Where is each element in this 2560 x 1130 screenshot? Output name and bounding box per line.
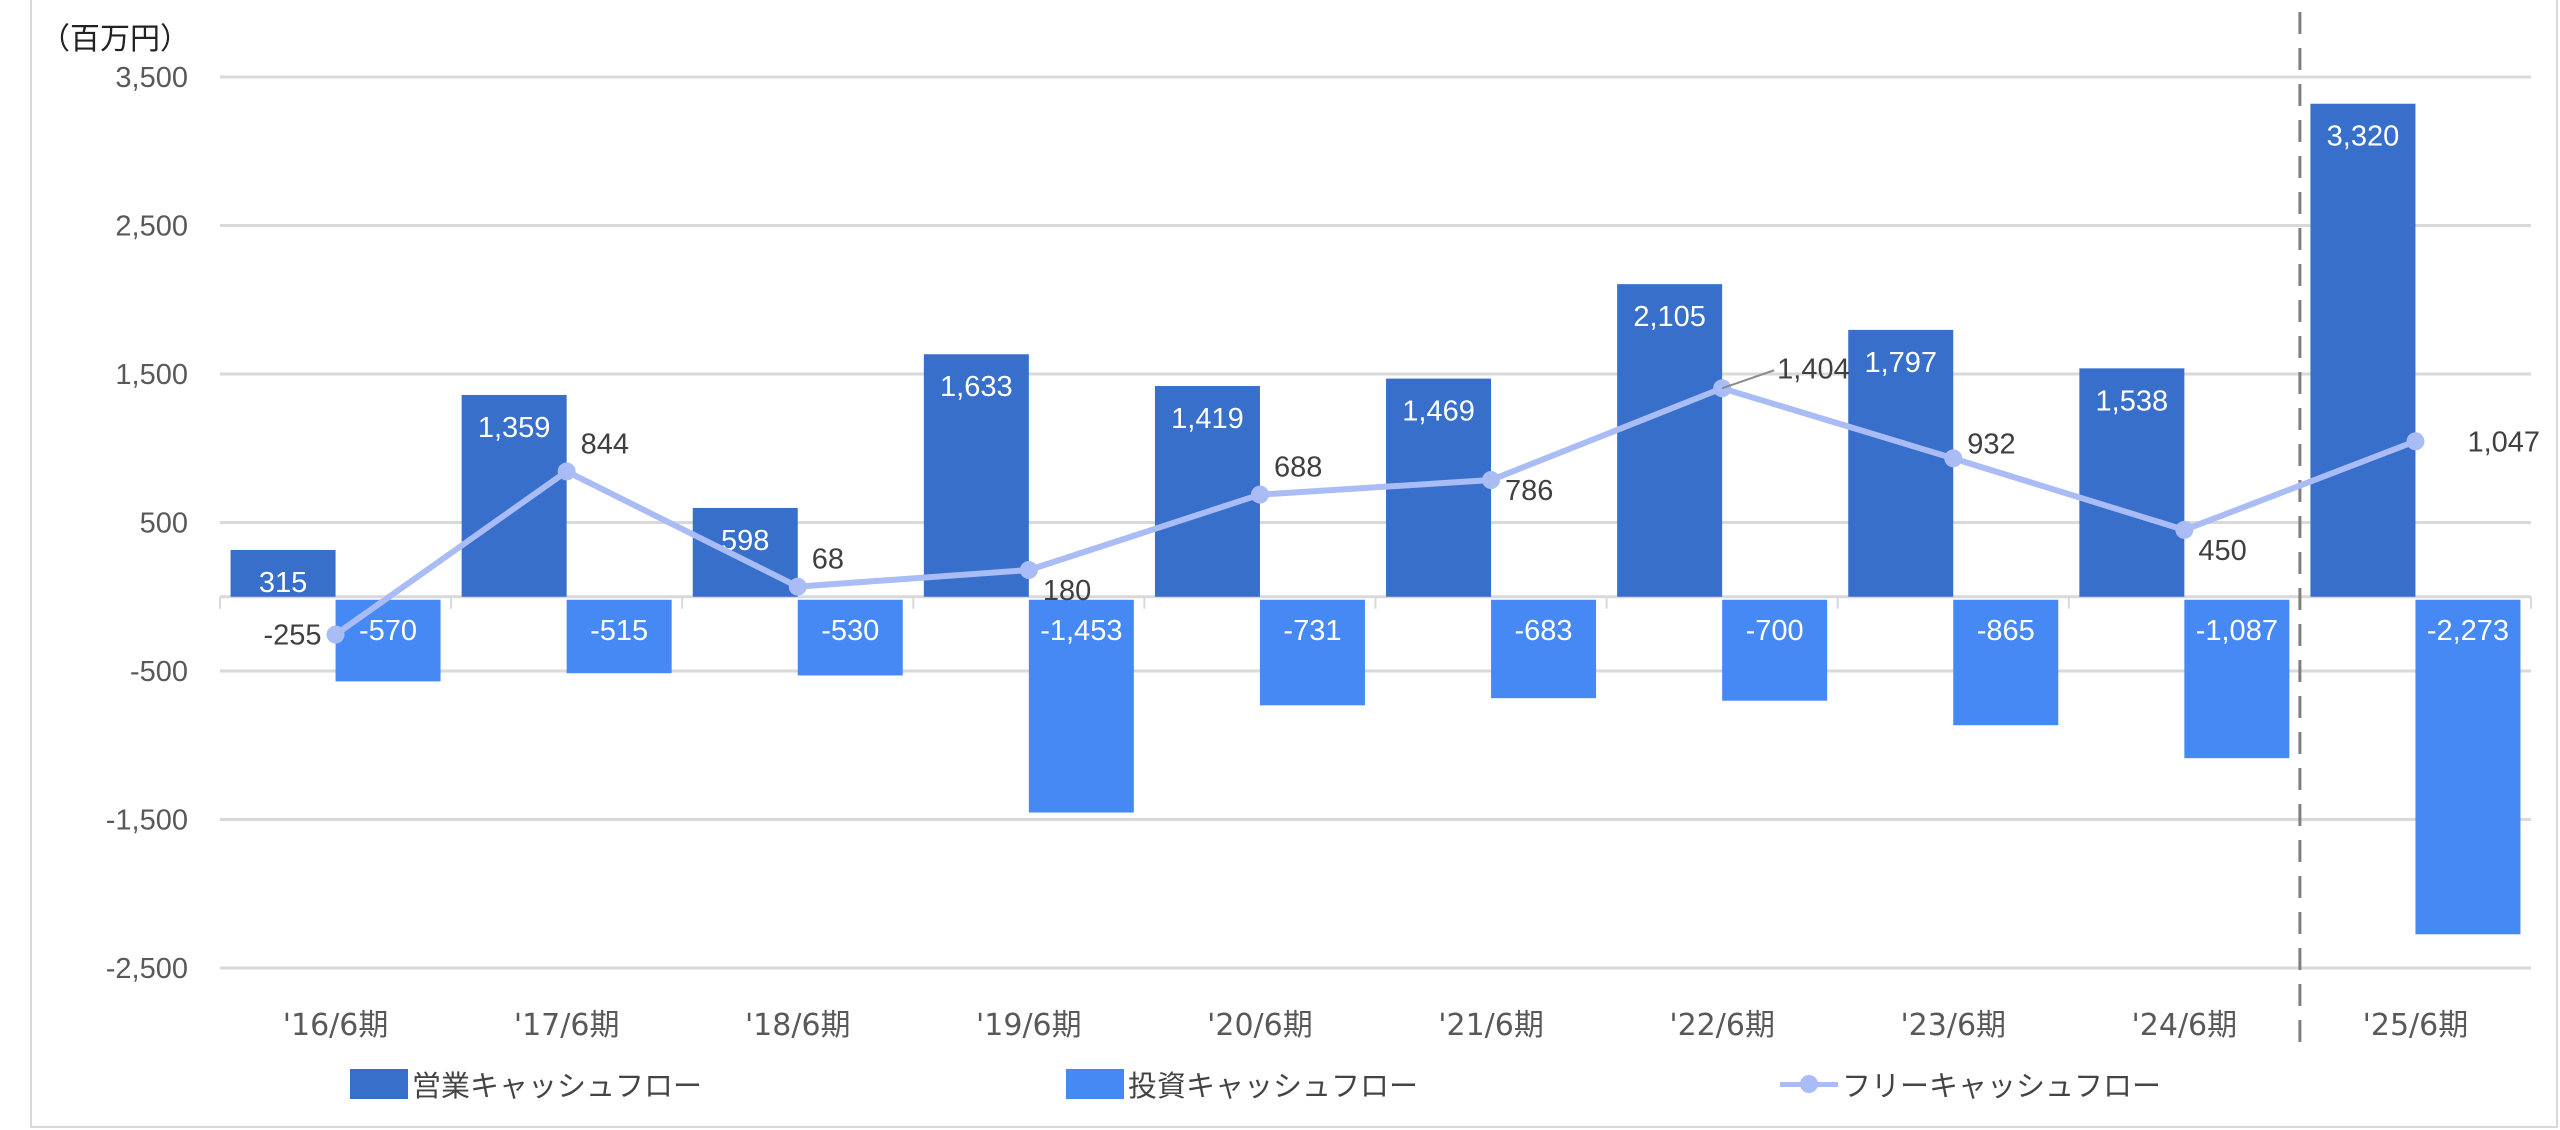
free-cf-label: 844	[581, 428, 629, 460]
free-cf-label: -255	[264, 620, 322, 652]
operating-cf-bar	[2310, 103, 2416, 597]
operating-cf-label: 2,105	[1633, 301, 1706, 333]
investing-cf-label: -530	[821, 615, 879, 647]
investing-cf-label: -731	[1283, 615, 1341, 647]
investing-cf-bar	[566, 599, 672, 674]
operating-cf-label: 1,797	[1864, 347, 1937, 379]
x-tick-label: '17/6期	[514, 1008, 620, 1043]
unit-label: （百万円）	[40, 22, 190, 57]
operating-cf-label: 1,633	[940, 371, 1013, 403]
operating-cf-bar	[461, 394, 567, 597]
x-tick-label: '16/6期	[283, 1008, 389, 1043]
legend-label-investing: 投資キャッシュフロー	[1128, 1069, 1419, 1103]
investing-cf-label: -2,273	[2427, 615, 2509, 647]
free-cf-point	[557, 462, 576, 481]
investing-cf-label: -1,453	[1040, 615, 1122, 647]
legend-label-operating: 営業キャッシュフロー	[412, 1069, 703, 1103]
free-cf-point	[788, 577, 807, 596]
y-tick-label: 1,500	[115, 359, 188, 391]
x-tick-label: '21/6期	[1438, 1008, 1544, 1043]
free-cf-label: 786	[1505, 475, 1553, 507]
x-tick-label: '20/6期	[1207, 1008, 1313, 1043]
free-cf-label: 450	[2198, 535, 2246, 567]
x-tick-label: '25/6期	[2363, 1008, 2469, 1043]
investing-cf-label: -515	[590, 615, 648, 647]
investing-cf-bar	[2184, 599, 2290, 759]
x-tick-label: '22/6期	[1669, 1008, 1775, 1043]
operating-cf-bar	[923, 354, 1029, 597]
free-cf-label: 1,047	[2467, 426, 2540, 458]
x-tick-label: '24/6期	[2132, 1008, 2238, 1043]
legend-item-operating: 営業キャッシュフロー	[350, 1063, 702, 1105]
operating-cf-bar	[692, 507, 798, 597]
operating-cf-label: 1,359	[478, 412, 551, 444]
operating-cf-label: 1,469	[1402, 396, 1475, 428]
free-cf-point	[326, 625, 345, 644]
free-cf-point	[1019, 561, 1038, 580]
legend-line-marker-free	[1780, 1069, 1838, 1099]
operating-cf-bar	[2079, 368, 2185, 597]
y-tick-label: -1,500	[106, 805, 188, 837]
x-tick-label: '19/6期	[976, 1008, 1082, 1043]
free-cf-point	[1944, 449, 1963, 468]
free-cf-point	[2175, 520, 2194, 539]
investing-cf-bar	[2415, 599, 2521, 935]
investing-cf-label: -865	[1977, 615, 2035, 647]
operating-cf-bar	[230, 549, 336, 597]
free-cf-point	[2406, 432, 2425, 451]
legend-swatch-operating	[350, 1069, 408, 1099]
investing-cf-label: -1,087	[2196, 615, 2278, 647]
investing-cf-bar	[1953, 599, 2059, 726]
operating-cf-label: 1,538	[2096, 385, 2169, 417]
investing-cf-bar	[1259, 599, 1365, 706]
free-cf-label: 68	[812, 544, 844, 576]
investing-cf-bar	[797, 599, 903, 676]
y-tick-label: 2,500	[115, 211, 188, 243]
operating-cf-bar	[1848, 329, 1954, 597]
y-tick-label: 3,500	[115, 62, 188, 94]
free-cf-label: 932	[1967, 428, 2015, 460]
legend-label-free: フリーキャッシュフロー	[1842, 1069, 2162, 1103]
free-cf-line	[333, 385, 2417, 638]
investing-cf-bar	[1028, 599, 1134, 813]
investing-cf-bar	[1491, 599, 1597, 699]
operating-cf-label: 3,320	[2327, 121, 2400, 153]
chart-frame	[30, 0, 2558, 1128]
investing-cf-bar	[1722, 599, 1828, 701]
y-tick-label: -500	[130, 656, 188, 688]
free-cf-label: 180	[1043, 575, 1091, 607]
investing-cf-label: -683	[1515, 615, 1573, 647]
x-tick-label: '23/6期	[1900, 1008, 2006, 1043]
investing-cf-label: -700	[1746, 615, 1804, 647]
legend-swatch-investing	[1066, 1069, 1124, 1099]
free-cf-point	[1250, 485, 1269, 504]
operating-cf-bar	[1154, 386, 1260, 597]
y-tick-label: -2,500	[106, 953, 188, 985]
free-cf-label: 688	[1274, 452, 1322, 484]
free-cf-leader-line	[1721, 369, 1775, 390]
investing-cf-label: -570	[359, 615, 417, 647]
operating-cf-label: 1,419	[1171, 403, 1244, 435]
free-cf-label: 1,404	[1777, 353, 1850, 385]
legend-item-free: フリーキャッシュフロー	[1780, 1063, 2161, 1105]
operating-cf-label: 315	[259, 567, 307, 599]
y-tick-label: 500	[140, 508, 188, 540]
free-cf-point	[1482, 471, 1501, 490]
operating-cf-bar	[1617, 284, 1723, 597]
investing-cf-bar	[335, 599, 441, 682]
x-tick-label: '18/6期	[745, 1008, 851, 1043]
legend-item-investing: 投資キャッシュフロー	[1066, 1063, 1418, 1105]
